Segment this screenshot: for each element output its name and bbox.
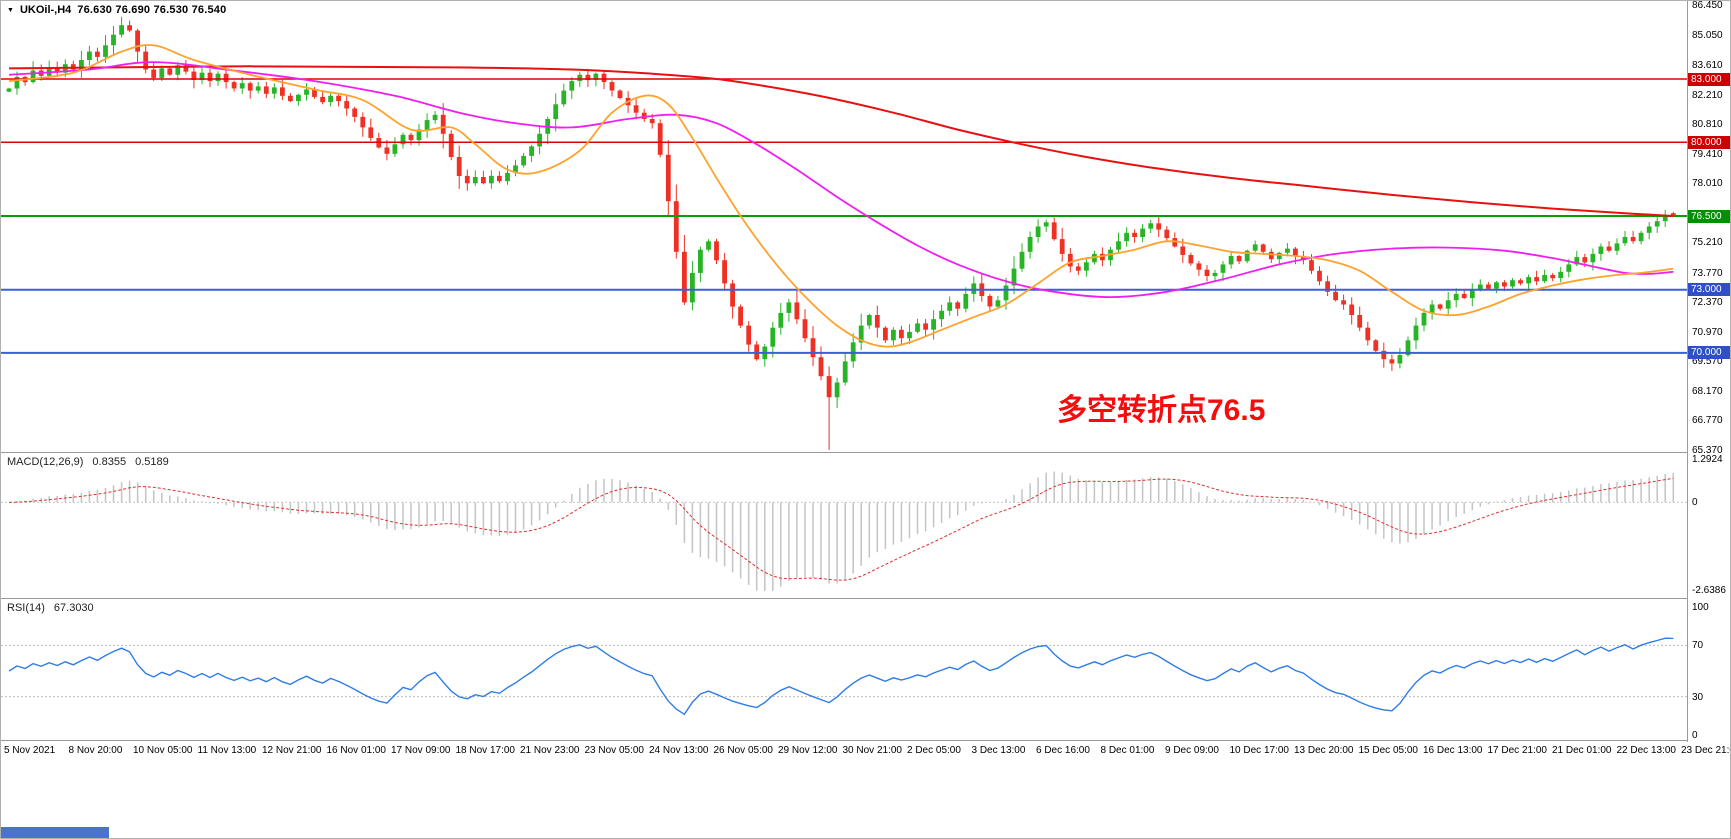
candles-layer (6, 16, 1676, 450)
price-axis-label: 85.050 (1692, 29, 1723, 41)
time-axis-label: 6 Dec 16:00 (1036, 745, 1090, 756)
price-axis-label: 69.570 (1692, 356, 1723, 367)
rsi-title: RSI(14) 67.3030 (7, 602, 94, 614)
rsi-axis-label: 0 (1692, 730, 1698, 741)
price-axis[interactable]: 86.450 85.050 83.610 82.210 80.810 79.410 78.0… (1687, 0, 1730, 742)
time-axis[interactable]: 5 Nov 2021 8 Nov 20:00 10 Nov 05:00 11 Nov … (1, 741, 1730, 766)
price-axis-label: 83.610 (1692, 60, 1723, 72)
macd-title: MACD(12,26,9) 0.8355 0.5189 (7, 456, 169, 468)
macd-value: 0.8355 (92, 456, 127, 468)
price-axis-label: 80.810 (1692, 119, 1723, 131)
price-axis-label: 82.210 (1692, 89, 1723, 101)
chart-symbol-period: UKOil-,H4 (19, 4, 72, 16)
time-axis-label: 24 Nov 13:00 (649, 745, 709, 756)
time-axis-label: 8 Nov 20:00 (68, 745, 123, 756)
macd-axis-label: 0 (1692, 497, 1698, 509)
price-line-badge: 76.500 (1688, 209, 1730, 223)
chart-title: ▼ UKOil-,H4 76.630 76.690 76.530 76.540 (7, 4, 226, 16)
rsi-axis-label: 100 (1692, 602, 1709, 613)
time-axis-label: 12 Nov 21:00 (262, 745, 322, 756)
price-line-badge: 80.000 (1688, 135, 1730, 149)
macd-signal-line (8, 477, 1674, 581)
time-axis-label: 23 Dec 21:00 (1681, 745, 1730, 756)
time-axis-label: 22 Dec 13:00 (1616, 745, 1677, 756)
rsi-axis-label: 30 (1692, 691, 1704, 703)
time-axis-label: 10 Nov 05:00 (133, 745, 193, 756)
time-axis-label: 13 Dec 20:00 (1294, 745, 1354, 756)
time-axis-label: 29 Nov 12:00 (778, 745, 838, 756)
price-line-badge: 70.000 (1688, 346, 1730, 360)
time-axis-label: 30 Nov 21:00 (842, 745, 903, 756)
rsi-canvas[interactable] (1, 599, 1687, 740)
time-axis-label: 23 Nov 05:00 (584, 745, 645, 756)
time-axis-label: 26 Nov 05:00 (713, 745, 774, 756)
rsi-panel: RSI(14) 67.3030 (1, 599, 1730, 741)
ma-mid (8, 61, 1674, 299)
time-axis-label: 18 Nov 17:00 (455, 745, 516, 756)
time-axis-label: 3 Dec 13:00 (971, 745, 1026, 756)
rsi-line (8, 637, 1674, 716)
price-axis-label: 78.010 (1692, 178, 1723, 190)
rsi-label: RSI(14) (7, 602, 45, 614)
price-axis-label: 68.170 (1692, 385, 1723, 397)
chart-ohlc-values: 76.630 76.690 76.530 76.540 (77, 4, 227, 16)
time-axis-label: 21 Dec 01:00 (1552, 745, 1612, 756)
price-axis-label: 70.970 (1692, 326, 1723, 338)
time-axis-label: 15 Dec 05:00 (1358, 745, 1419, 756)
time-axis-label: 21 Nov 23:00 (520, 745, 580, 756)
main-chart-canvas[interactable] (1, 1, 1687, 452)
macd-canvas[interactable] (1, 453, 1687, 598)
macd-signal-value: 0.5189 (135, 456, 169, 468)
price-line-badge: 83.000 (1688, 72, 1730, 86)
time-axis-label: 17 Nov 09:00 (391, 745, 451, 756)
main-chart-panel: ▼ UKOil-,H4 76.630 76.690 76.530 76.540 … (1, 1, 1730, 453)
macd-histogram (16, 471, 1675, 591)
rsi-axis-label: 70 (1692, 640, 1704, 652)
time-axis-label: 8 Dec 01:00 (1100, 745, 1155, 756)
time-axis-label: 5 Nov 2021 (4, 745, 56, 756)
time-axis-label: 10 Dec 17:00 (1229, 745, 1290, 756)
macd-label: MACD(12,26,9) (7, 456, 84, 468)
price-axis-label: 72.370 (1692, 297, 1723, 308)
chart-annotation-text[interactable]: 多空转折点76.5 (1057, 394, 1266, 427)
price-axis-label: 65.370 (1692, 444, 1723, 456)
time-axis-label: 16 Dec 13:00 (1423, 745, 1483, 756)
ma-fast (8, 44, 1674, 348)
macd-axis-label: -2.6386 (1692, 585, 1726, 596)
price-axis-label: 73.770 (1692, 267, 1723, 279)
price-axis-label: 86.450 (1692, 0, 1723, 12)
chart-collapse-icon[interactable]: ▼ (7, 6, 14, 14)
price-axis-label: 75.210 (1692, 237, 1723, 249)
time-axis-label: 17 Dec 21:00 (1487, 745, 1548, 756)
time-axis-label: 2 Dec 05:00 (907, 745, 961, 756)
price-axis-label: 66.770 (1692, 415, 1723, 426)
time-axis-label: 16 Nov 01:00 (326, 745, 387, 756)
time-axis-label: 11 Nov 13:00 (197, 745, 257, 756)
price-axis-label: 79.410 (1692, 148, 1723, 160)
time-axis-label: 9 Dec 09:00 (1165, 745, 1219, 756)
macd-panel: MACD(12,26,9) 0.8355 0.5189 (1, 453, 1730, 599)
bottom-strip (1, 766, 1730, 838)
bottom-left-blue-bar (1, 827, 109, 838)
price-line-badge: 73.000 (1688, 283, 1730, 297)
ma-slow (8, 65, 1674, 217)
rsi-value: 67.3030 (53, 602, 94, 614)
macd-axis-label: 1.2924 (1692, 454, 1723, 465)
